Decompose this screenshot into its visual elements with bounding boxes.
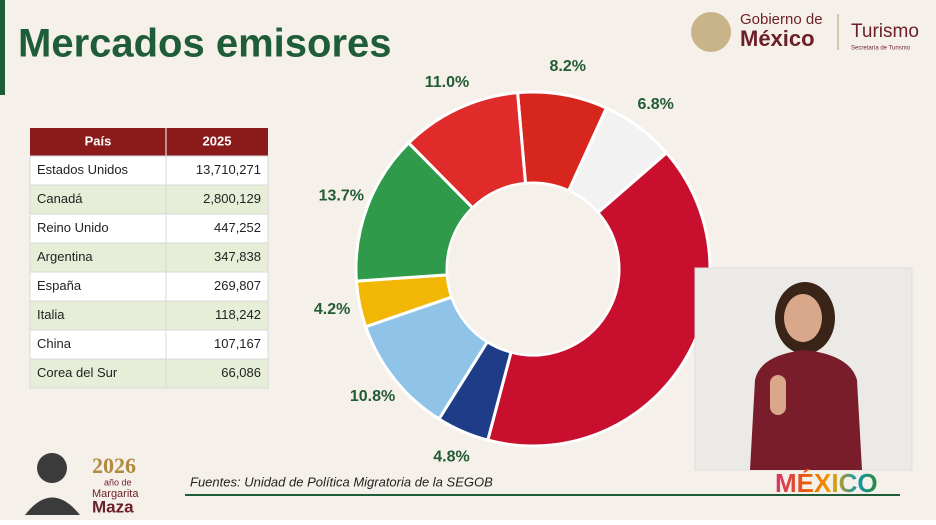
table-row <box>29 358 269 389</box>
donut-chart: 8.2% 6.8% 4.8% 10.8% 4.2% 13.7% 11.0% <box>314 58 712 465</box>
ministry-subtitle: Secretaría de Turismo <box>851 46 911 52</box>
government-line2: México <box>740 26 815 51</box>
percent-label: 8.2% <box>550 58 586 75</box>
government-line1: Gobierno de <box>740 11 823 28</box>
visitor-count: 13,710,271 <box>196 162 261 177</box>
table-header <box>30 128 268 156</box>
table-row <box>29 271 269 302</box>
visitor-count: 118,242 <box>215 307 261 322</box>
visitor-count: 107,167 <box>214 336 261 351</box>
country-name: China <box>37 336 72 351</box>
table-row <box>29 300 269 331</box>
year-caption: año de <box>104 477 132 487</box>
year: 2026 <box>92 453 136 478</box>
percent-label: 4.8% <box>433 448 469 465</box>
ministry: Turismo <box>851 21 919 42</box>
percent-label: 13.7% <box>319 188 364 205</box>
visitor-count: 2,800,129 <box>203 191 261 206</box>
country-name: Canadá <box>37 191 83 206</box>
year-caption: Maza <box>92 497 134 516</box>
interpreter-video <box>694 267 913 471</box>
column-header: País <box>85 133 112 148</box>
table-row <box>29 242 269 273</box>
donut-hole <box>448 184 618 354</box>
column-header: 2025 <box>203 133 232 148</box>
country-name: Argentina <box>37 249 93 264</box>
year-caption: Margarita <box>92 488 139 500</box>
country-name: España <box>37 278 82 293</box>
percent-label: 11.0% <box>425 74 469 91</box>
donut-segment <box>406 91 528 210</box>
percent-label: 6.8% <box>637 96 673 113</box>
table-row <box>29 184 269 215</box>
country-name: Italia <box>37 307 65 322</box>
country-name: Reino Unido <box>37 220 109 235</box>
percent-label: 10.8% <box>350 388 395 405</box>
visitor-count: 347,838 <box>214 249 261 264</box>
country-name: Corea del Sur <box>37 365 118 380</box>
accent-bar <box>0 0 5 95</box>
source-note: Fuentes: Unidad de Política Migratoria d… <box>190 474 493 489</box>
data-table: País 2025 Estados Unidos 13,710,271 Canadá 2,… <box>29 128 269 389</box>
brand-logo: MÉXICO <box>775 468 878 498</box>
visitor-count: 66,086 <box>221 365 261 380</box>
slide-title: Mercados emisores <box>18 22 392 66</box>
emblem <box>691 12 731 52</box>
country-name: Estados Unidos <box>37 162 129 177</box>
table-row <box>29 155 269 186</box>
table-row <box>29 329 269 360</box>
footer-logo <box>25 453 80 515</box>
visitor-count: 447,252 <box>214 220 261 235</box>
visitor-count: 269,807 <box>214 278 261 293</box>
percent-label: 4.2% <box>314 301 350 318</box>
